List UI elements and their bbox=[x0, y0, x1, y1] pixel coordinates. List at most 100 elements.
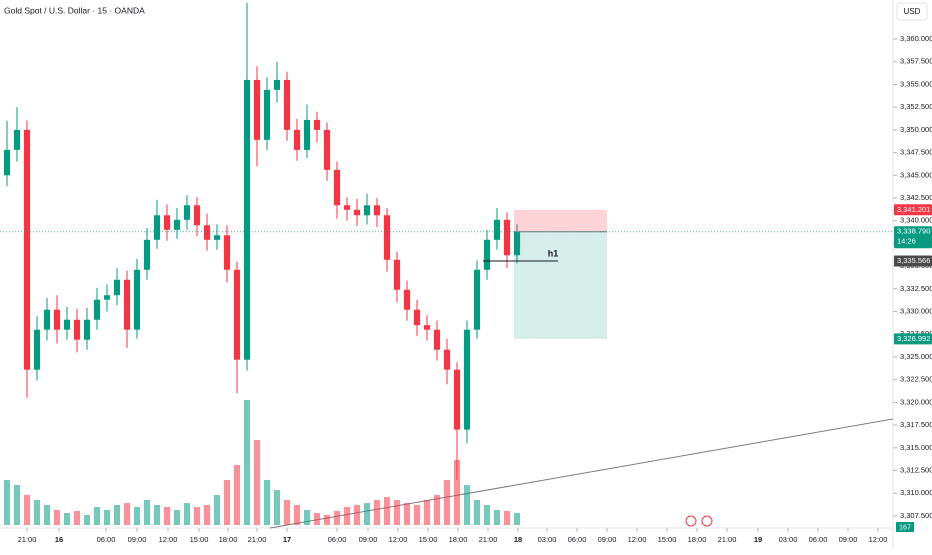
volume-bar bbox=[483, 505, 491, 525]
candle-body bbox=[483, 239, 491, 270]
volume-bar bbox=[513, 513, 521, 525]
candle-body bbox=[273, 79, 281, 90]
candle-body bbox=[203, 225, 211, 240]
y-tick-label: 3,322.500 bbox=[900, 375, 932, 384]
volume-bar bbox=[193, 507, 201, 525]
volume-bar bbox=[203, 505, 211, 525]
price-label: 3,341.201 bbox=[897, 205, 930, 214]
volume-bar bbox=[3, 480, 11, 525]
volume-bar bbox=[113, 505, 121, 525]
candle-body bbox=[433, 329, 441, 350]
x-tick-label: 12:00 bbox=[869, 535, 888, 544]
volume-bar bbox=[43, 505, 51, 525]
candle-body bbox=[263, 89, 271, 140]
candle-body bbox=[243, 79, 251, 360]
candle-body bbox=[113, 279, 121, 296]
candle-body bbox=[253, 79, 261, 140]
volume-bar bbox=[33, 500, 41, 525]
volume-bar bbox=[283, 500, 291, 525]
volume-bar bbox=[23, 495, 31, 525]
level-label: h1 bbox=[548, 248, 559, 258]
event-flag[interactable] bbox=[701, 515, 713, 527]
volume-bar bbox=[303, 510, 311, 525]
volume-bar bbox=[83, 515, 91, 525]
candle-body bbox=[293, 129, 301, 150]
countdown: 14:26 bbox=[897, 237, 916, 246]
candle-body bbox=[283, 79, 291, 130]
volume-bar bbox=[123, 503, 131, 525]
volume-bar bbox=[323, 515, 331, 525]
x-tick-label: 16 bbox=[55, 535, 63, 544]
volume-bars bbox=[3, 400, 521, 525]
candle-body bbox=[313, 119, 321, 130]
volume-bar bbox=[223, 480, 231, 525]
volume-bar bbox=[183, 503, 191, 525]
event-flag[interactable] bbox=[685, 515, 697, 527]
y-tick-label: 3,310.000 bbox=[900, 488, 932, 497]
volume-bar bbox=[293, 505, 301, 525]
candle-body bbox=[443, 349, 451, 370]
volume-bar bbox=[403, 503, 411, 525]
candle-body bbox=[73, 319, 81, 340]
y-tick-label: 3,355.000 bbox=[900, 79, 932, 88]
stop-zone bbox=[514, 209, 607, 232]
volume-bar bbox=[233, 465, 241, 525]
candle-body bbox=[63, 319, 71, 330]
candle-body bbox=[83, 319, 91, 340]
candle-body bbox=[233, 269, 241, 360]
x-tick-label: 21:00 bbox=[718, 535, 737, 544]
candle-body bbox=[493, 219, 501, 240]
candle-body bbox=[393, 259, 401, 290]
x-tick-label: 15:00 bbox=[190, 535, 209, 544]
currency-box[interactable] bbox=[896, 2, 928, 21]
volume-bar bbox=[163, 507, 171, 525]
candle-body bbox=[193, 205, 201, 226]
volume-bar bbox=[423, 500, 431, 525]
candle-body bbox=[343, 205, 351, 210]
x-tick-label: 03:00 bbox=[779, 535, 798, 544]
x-tick-label: 18:00 bbox=[449, 535, 468, 544]
candle-body bbox=[423, 325, 431, 330]
x-tick-label: 06:00 bbox=[568, 535, 587, 544]
x-tick-label: 09:00 bbox=[839, 535, 858, 544]
volume-bar bbox=[343, 507, 351, 525]
y-tick-label: 3,317.500 bbox=[900, 420, 932, 429]
x-tick-label: 09:00 bbox=[128, 535, 147, 544]
volume-bar bbox=[73, 511, 81, 525]
candle-body bbox=[133, 269, 141, 330]
candle-body bbox=[503, 219, 511, 256]
y-tick-label: 3,342.500 bbox=[900, 193, 932, 202]
price-label-box bbox=[894, 226, 932, 249]
y-tick-label: 3,320.000 bbox=[900, 397, 932, 406]
x-tick-label: 18:00 bbox=[219, 535, 238, 544]
volume-bar bbox=[433, 495, 441, 525]
x-tick-label: 19 bbox=[754, 535, 762, 544]
volume-bar bbox=[253, 440, 261, 525]
y-tick-label: 3,332.500 bbox=[900, 284, 932, 293]
candle-body bbox=[403, 289, 411, 310]
volume-bar bbox=[133, 507, 141, 525]
volume-bar bbox=[213, 495, 221, 525]
x-tick-label: 21:00 bbox=[248, 535, 267, 544]
volume-label: 167 bbox=[899, 524, 911, 531]
currency[interactable]: USD bbox=[904, 7, 921, 16]
volume-bar bbox=[273, 490, 281, 525]
candle-body bbox=[103, 295, 111, 300]
candle-body bbox=[53, 309, 61, 330]
candle-body bbox=[43, 309, 51, 330]
y-tick-label: 3,315.000 bbox=[900, 443, 932, 452]
volume-bar bbox=[413, 505, 421, 525]
candle-body bbox=[413, 309, 421, 326]
x-tick-label: 21:00 bbox=[479, 535, 498, 544]
x-tick-label: 18:00 bbox=[688, 535, 707, 544]
volume-bar bbox=[243, 400, 251, 525]
y-tick-label: 3,330.000 bbox=[900, 307, 932, 316]
price-label-box bbox=[894, 255, 932, 267]
candle-body bbox=[463, 329, 471, 430]
volume-bar bbox=[463, 485, 471, 525]
price-label: 3,326.992 bbox=[897, 334, 930, 343]
volume-bar bbox=[333, 511, 341, 525]
candle-body bbox=[173, 219, 181, 230]
